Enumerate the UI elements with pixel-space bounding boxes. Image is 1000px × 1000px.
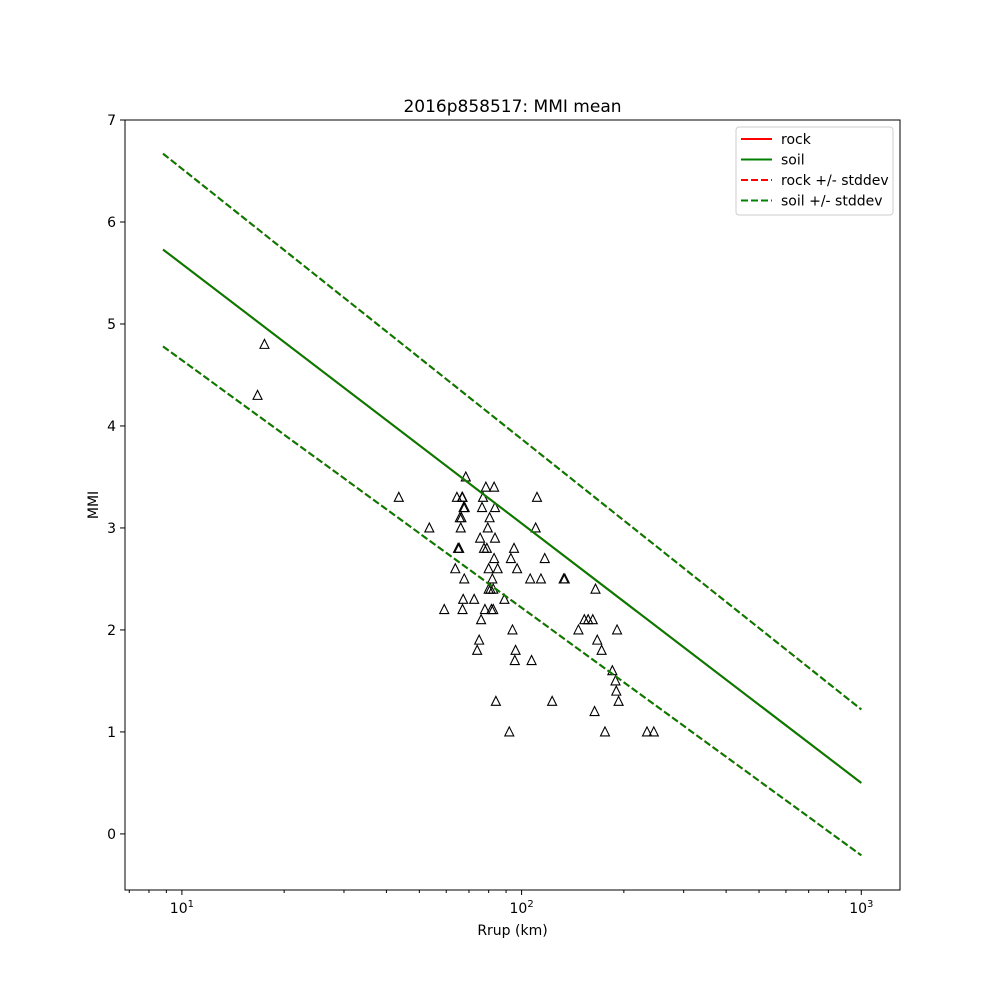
scatter-point xyxy=(455,521,467,533)
scatter-point xyxy=(487,603,499,615)
scatter-point xyxy=(480,480,492,492)
scatter-point xyxy=(648,725,660,737)
scatter-point xyxy=(458,572,470,584)
series-line-soil-stddev xyxy=(162,152,862,711)
scatter-point xyxy=(479,603,491,615)
scatter-point xyxy=(488,552,500,564)
scatter-point xyxy=(508,542,520,553)
scatter-point xyxy=(482,521,494,533)
scatter-point xyxy=(611,623,623,635)
scatter-point xyxy=(484,511,495,523)
scatter-point xyxy=(489,501,501,513)
scatter-point xyxy=(641,725,653,737)
legend-label: soil xyxy=(781,153,805,169)
scatter-point xyxy=(559,572,571,584)
plot-frame xyxy=(124,119,901,891)
scatter-point xyxy=(535,572,547,584)
scatter-point xyxy=(610,674,621,686)
series-line-soil-stddev xyxy=(162,345,862,857)
series-line-soil xyxy=(162,248,862,784)
scatter-point xyxy=(468,593,480,604)
scatter-point xyxy=(587,613,599,625)
y-tick-label: 4 xyxy=(107,419,116,435)
y-tick-label: 2 xyxy=(107,623,116,639)
scatter-point xyxy=(438,603,450,615)
scatter-point xyxy=(457,603,468,615)
scatter-point xyxy=(473,633,485,645)
scatter-point xyxy=(511,562,523,574)
scatter-point xyxy=(546,695,558,706)
legend-label: rock +/- stddev xyxy=(781,173,889,189)
scatter-point xyxy=(539,552,551,564)
scatter-point xyxy=(457,593,469,604)
scatter-point xyxy=(599,725,611,737)
scatter-point xyxy=(474,531,486,543)
scatter-point xyxy=(457,491,468,502)
scatter-point xyxy=(499,593,510,604)
scatter-point xyxy=(596,644,607,655)
scatter-point xyxy=(590,582,601,594)
scatter-point xyxy=(449,562,461,574)
x-tick-label: 102 xyxy=(509,899,533,917)
scatter-point xyxy=(393,491,405,502)
legend-label: soil +/- stddev xyxy=(781,194,883,210)
scatter-point xyxy=(423,521,435,533)
scatter-point xyxy=(259,338,270,349)
scatter-point xyxy=(454,511,466,523)
scatter-point xyxy=(483,562,495,574)
x-tick-label: 101 xyxy=(170,899,194,917)
y-tick-label: 1 xyxy=(107,725,116,741)
scatter-point xyxy=(489,531,501,543)
x-axis-label: Rrup (km) xyxy=(477,923,547,939)
scatter-point xyxy=(530,521,542,533)
scatter-point xyxy=(252,389,263,400)
scatter-point xyxy=(510,644,521,655)
scatter-point xyxy=(481,542,493,553)
legend: rock soil rock +/- stddev soil +/- stddev xyxy=(735,126,894,216)
scatter-point xyxy=(526,654,537,666)
scatter-point xyxy=(488,480,500,492)
y-axis-label: MMI xyxy=(86,491,102,519)
scatter-point xyxy=(505,552,517,564)
scatter-point xyxy=(524,572,536,584)
y-tick-label: 6 xyxy=(107,215,116,231)
scatter-point xyxy=(573,623,584,635)
scatter-point xyxy=(509,654,521,666)
scatter-point xyxy=(459,501,471,513)
scatter-point xyxy=(456,511,467,523)
chart-title: 2016p858517: MMI mean xyxy=(403,97,621,117)
x-tick-label: 103 xyxy=(849,899,873,917)
legend-label: rock xyxy=(781,132,812,148)
scatter-point xyxy=(531,491,543,502)
scatter-point xyxy=(492,562,504,574)
scatter-point xyxy=(589,705,600,717)
scatter-point xyxy=(451,491,463,502)
scatter-point xyxy=(507,623,518,635)
scatter-point xyxy=(591,633,603,645)
legend-box xyxy=(735,126,894,216)
scatter-point xyxy=(453,542,465,553)
scatter-point xyxy=(476,501,488,513)
scatter-point xyxy=(610,684,622,696)
scatter-point xyxy=(503,725,515,737)
y-tick-label: 5 xyxy=(107,317,116,333)
y-tick-label: 0 xyxy=(107,827,116,843)
scatter-point xyxy=(486,572,498,584)
scatter-point xyxy=(471,644,483,655)
y-tick-label: 7 xyxy=(107,113,116,129)
scatter-point xyxy=(613,695,624,706)
scatter-point xyxy=(490,695,502,706)
scatter-point xyxy=(475,613,487,625)
y-tick-label: 3 xyxy=(107,521,116,537)
